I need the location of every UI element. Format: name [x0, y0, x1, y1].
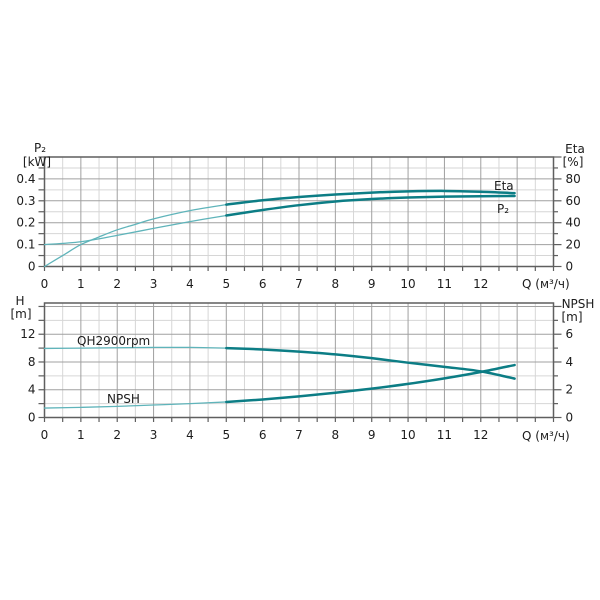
x-tick-label: 0	[41, 277, 49, 291]
x-tick-label: 9	[368, 277, 376, 291]
p2-axis-title: P₂	[34, 141, 46, 155]
labels-layer: P₂ [kW] Eta [%] Q (м³/ч) Eta P₂ H [m] NP…	[10, 141, 594, 443]
p2-curve-thin	[43, 214, 227, 246]
x-tick-label: 4	[186, 428, 194, 442]
q-axis-label-top: Q (м³/ч)	[522, 277, 570, 291]
m-axis-unit-right: [m]	[561, 310, 582, 324]
y-right-tick-label: 80	[566, 172, 581, 186]
curves	[43, 189, 516, 268]
y-right-tick-label: 4	[566, 355, 574, 369]
eta-curve-label: Eta	[494, 179, 514, 193]
kw-axis-unit: [kW]	[23, 155, 51, 169]
x-tick-label: 3	[150, 428, 158, 442]
npsh-curve-thin	[43, 401, 227, 409]
npsh-curve-label: NPSH	[107, 392, 140, 406]
x-tick-label: 3	[150, 277, 158, 291]
q-axis-label-bottom: Q (м³/ч)	[522, 429, 570, 443]
x-tick-label: 12	[473, 428, 488, 442]
x-tick-label: 2	[113, 428, 121, 442]
y-left-tick-label: 0.4	[16, 172, 35, 186]
qh-curve-bold	[225, 346, 516, 380]
y-left-tick-label: 0.1	[16, 238, 35, 252]
x-tick-label: 1	[77, 428, 85, 442]
y-left-tick-label: 0.2	[16, 216, 35, 230]
y-left-tick-label: 12	[20, 327, 35, 341]
h-axis-title: H	[15, 294, 24, 308]
x-tick-label: 11	[437, 277, 452, 291]
x-tick-label: 9	[368, 428, 376, 442]
x-tick-label: 8	[332, 428, 340, 442]
qh-curve-label: QH2900rpm	[77, 334, 150, 348]
y-left-tick-label: 4	[28, 383, 36, 397]
y-left-tick-label: 0	[28, 260, 36, 274]
x-tick-label: 6	[259, 277, 267, 291]
x-tick-label: 5	[222, 428, 230, 442]
p2-curve-label: P₂	[497, 202, 509, 216]
y-left-tick-label: 8	[28, 355, 36, 369]
y-right-tick-label: 2	[566, 383, 574, 397]
npsh-axis-title: NPSH	[562, 297, 595, 311]
y-right-tick-label: 60	[566, 194, 581, 208]
x-tick-label: 4	[186, 277, 194, 291]
m-axis-unit-left: [m]	[10, 307, 31, 321]
npsh-curve-bold	[225, 363, 516, 404]
y-left-tick-label: 0	[28, 411, 36, 425]
qh-curve-thin	[43, 346, 227, 350]
percent-axis-unit: [%]	[563, 155, 584, 169]
eta-curve-bold	[225, 189, 516, 206]
curves	[43, 346, 516, 409]
x-tick-label: 10	[400, 428, 415, 442]
y-right-tick-label: 0	[566, 260, 574, 274]
x-tick-label: 7	[295, 277, 303, 291]
x-tick-label: 1	[77, 277, 85, 291]
x-tick-label: 2	[113, 277, 121, 291]
x-tick-label: 6	[259, 428, 267, 442]
y-right-tick-label: 20	[566, 238, 581, 252]
y-right-tick-label: 0	[566, 411, 574, 425]
axis-ticks	[38, 156, 562, 271]
x-tick-label: 11	[437, 428, 452, 442]
eta-curve-thin	[43, 203, 227, 268]
axis-ticks	[38, 305, 562, 422]
eta-axis-title: Eta	[565, 142, 585, 156]
y-right-tick-label: 40	[566, 216, 581, 230]
y-right-tick-label: 6	[566, 327, 574, 341]
grid-major	[44, 157, 554, 267]
p2-curve-bold	[225, 194, 516, 217]
x-tick-label: 0	[41, 428, 49, 442]
x-tick-label: 10	[400, 277, 415, 291]
x-tick-label: 7	[295, 428, 303, 442]
x-tick-label: 12	[473, 277, 488, 291]
x-tick-label: 5	[222, 277, 230, 291]
y-left-tick-label: 0.3	[16, 194, 35, 208]
x-tick-label: 8	[332, 277, 340, 291]
